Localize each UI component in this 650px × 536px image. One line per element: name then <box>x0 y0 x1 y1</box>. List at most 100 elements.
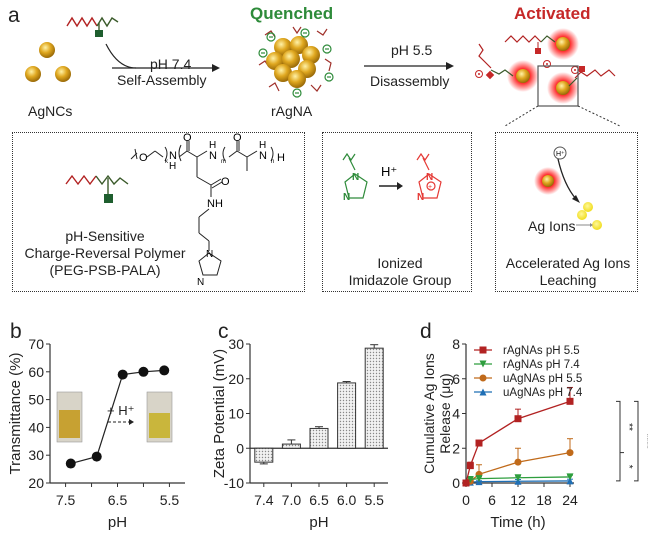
imid-n4: N <box>417 192 424 203</box>
y-tick-label: 30 <box>28 447 44 463</box>
agncs-illustration <box>25 42 71 82</box>
legend-label: rAgNAs pH 5.5 <box>503 345 580 357</box>
polymer-icon <box>66 16 119 37</box>
x-tick-label: 6.5 <box>108 492 128 508</box>
y-tick-label: 0 <box>452 475 460 491</box>
arrow2-top-label: pH 5.5 <box>391 42 433 58</box>
y-tick-label: 0 <box>236 440 244 456</box>
y-tick-label: 20 <box>28 475 44 491</box>
ag-ion-leaching-diagram: H⁺ <box>534 146 602 230</box>
imid-n2: N <box>343 192 350 203</box>
x-axis-label: Time (h) <box>490 514 545 531</box>
agncs-label: AgNCs <box>28 103 73 119</box>
chem-n3: N <box>259 150 267 162</box>
y-tick-label: 30 <box>228 336 244 352</box>
leaching-line2: Leaching <box>539 272 597 288</box>
panel-c-letter: c <box>218 320 229 343</box>
data-point <box>159 365 170 376</box>
data-point <box>65 458 76 469</box>
zeta-bar <box>364 347 384 449</box>
chem-h: H <box>169 161 176 172</box>
y-tick-label: 70 <box>28 336 44 352</box>
data-point <box>566 473 574 481</box>
y-tick-label: 20 <box>228 371 244 387</box>
y-tick-label: 10 <box>228 406 244 422</box>
y-tick-label: 4 <box>452 406 460 422</box>
x-tick-label: 0 <box>462 492 470 508</box>
y-tick-label: -10 <box>224 475 244 491</box>
chem-o4: O <box>221 176 230 188</box>
polymer-line3: (PEG-PSB-PALA) <box>49 262 161 278</box>
y-axis-label: Transmittance (%) <box>7 353 24 475</box>
x-tick-label: 6.0 <box>337 492 357 508</box>
significance-bracket <box>616 400 621 482</box>
agnc-particle <box>39 42 55 58</box>
x-tick-label: 18 <box>536 492 552 508</box>
transmittance-chart: 20 30 40 50 60 70 7.5 6.5 5.5 pH Transmittance (%)… <box>7 336 185 531</box>
chem-m: m <box>221 159 226 165</box>
polymer-icon <box>65 174 129 203</box>
leaching-line1: Accelerated Ag Ions <box>505 255 631 271</box>
legend-marker <box>479 374 487 382</box>
ragna-cluster-illustration <box>258 26 334 98</box>
dashed-arrow-head <box>129 419 134 425</box>
x-axis-label: pH <box>309 514 328 531</box>
h-plus-annotation: + H⁺ <box>107 403 134 418</box>
activated-label: Activated <box>514 4 591 23</box>
x-tick-label: 24 <box>562 492 578 508</box>
data-point <box>462 479 470 487</box>
zeta-bar <box>337 382 357 449</box>
y-tick-label: 40 <box>28 419 44 435</box>
data-point <box>475 439 483 447</box>
hplus-label: H⁺ <box>381 164 397 179</box>
significance-label: **** <box>641 433 648 449</box>
legend-marker <box>479 346 487 354</box>
zeta-bar <box>309 427 329 449</box>
chem-n2: N <box>209 150 217 162</box>
data-point <box>566 397 574 405</box>
data-point <box>514 474 522 482</box>
panel-a-letter: a <box>8 4 20 27</box>
chem-o2: O <box>183 133 192 144</box>
imidazole-line1: Ionized <box>377 255 423 271</box>
x-tick-label: 7.0 <box>282 492 302 508</box>
data-point <box>117 369 128 380</box>
y-tick-label: 8 <box>452 336 460 352</box>
y-tick-label: 2 <box>452 440 460 456</box>
disassembly-arrow <box>364 62 454 70</box>
x-tick-label: 7.4 <box>254 492 274 508</box>
x-tick-label: 7.5 <box>56 492 76 508</box>
leaching-box <box>495 132 638 292</box>
polymer-box <box>12 132 305 292</box>
data-point <box>91 451 102 462</box>
y-axis-label-line2: Release (μg) <box>437 373 453 453</box>
x-tick-label: 5.5 <box>364 492 384 508</box>
activated-nanoparticles-illustration <box>475 28 621 127</box>
imidazole-box <box>322 132 472 292</box>
arrow2-bottom-label: Disassembly <box>370 73 450 89</box>
leach-hplus: H⁺ <box>556 151 565 158</box>
significance-label: * <box>623 465 634 469</box>
y-axis-label: Zeta Potential (mV) <box>211 349 228 478</box>
chem-h3: H <box>259 140 266 151</box>
panel-d-letter: d <box>420 320 432 343</box>
x-tick-label: 6 <box>488 492 496 508</box>
legend-marker <box>479 388 487 396</box>
plus-sign: + <box>428 184 432 191</box>
data-point <box>514 415 522 423</box>
data-point <box>514 458 522 466</box>
data-point <box>475 475 483 483</box>
chem-n: N <box>169 150 177 162</box>
y-tick-label: 60 <box>28 364 44 380</box>
legend-label: rAgNAs pH 7.4 <box>503 359 580 371</box>
x-tick-label: 5.5 <box>160 492 180 508</box>
zeta-potential-chart: -10 0 10 20 30 7.4 7.0 6.5 6.0 5.5 pH Zeta Potentia… <box>211 336 388 531</box>
zeta-bar <box>281 443 301 449</box>
data-point <box>138 366 149 377</box>
chem-h4: H <box>277 152 285 164</box>
imid-n1: N <box>352 172 359 183</box>
quenched-label: Quenched <box>250 4 334 23</box>
y-tick-label: 50 <box>28 392 44 408</box>
x-tick-label: 12 <box>510 492 526 508</box>
peg-psb-pala-structure: O N H k O N H m O N H n H O NH N N <box>130 133 285 288</box>
